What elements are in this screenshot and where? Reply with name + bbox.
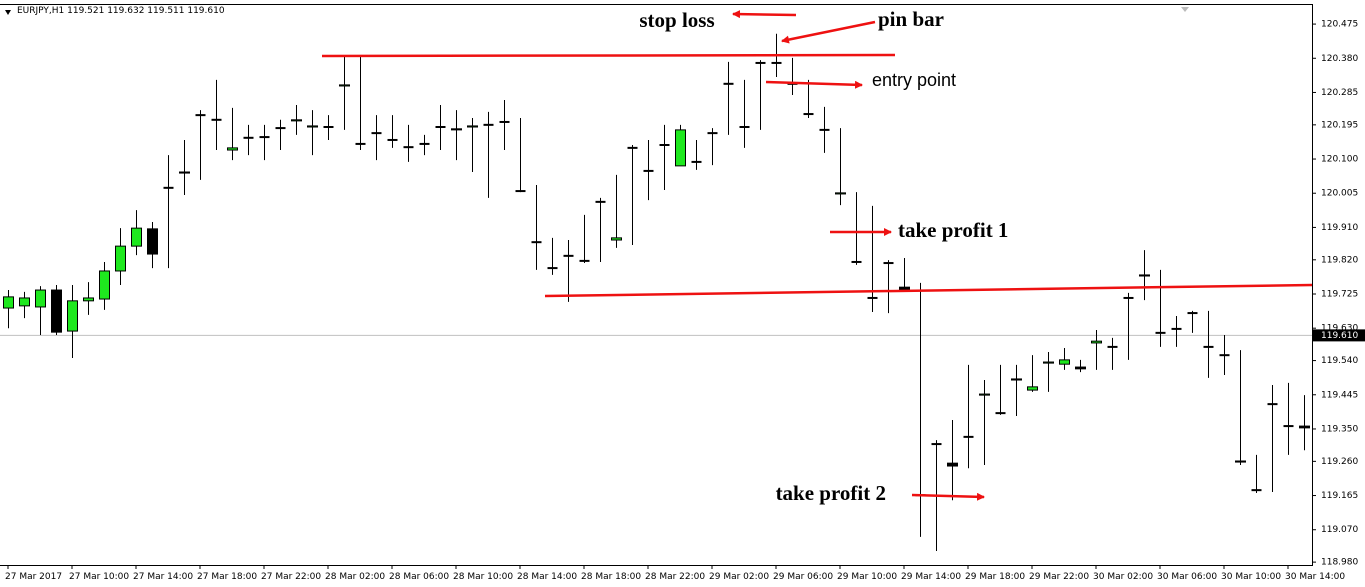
y-tick-label: 120.475 [1321,20,1358,30]
x-tick-label: 28 Mar 18:00 [581,572,641,582]
candle-body [147,228,158,255]
x-tick-label: 27 Mar 18:00 [197,572,257,582]
y-tick-label: 119.165 [1321,491,1358,501]
x-tick-label: 30 Mar 14:00 [1285,572,1345,582]
y-tick-label: 119.820 [1321,255,1358,265]
candle-body [115,245,126,272]
candle-body [675,129,686,167]
x-tick-label: 29 Mar 22:00 [1029,572,1089,582]
candle-body [67,300,78,332]
candle-body [451,128,462,131]
y-tick-label: 120.100 [1321,155,1358,165]
x-tick-label: 27 Mar 2017 [5,572,62,582]
current-price-label: 119.610 [1321,331,1358,341]
stop-loss-arrow [732,10,797,19]
y-tick-label: 119.725 [1321,289,1358,299]
y-tick-label: 120.005 [1321,189,1358,199]
support-line [544,283,1313,298]
symbol-header: EURJPY,H1 119.521 119.632 119.511 119.61… [17,6,225,16]
candle-body [1043,361,1054,364]
candle-body [1027,386,1038,391]
y-tick-label: 119.540 [1321,356,1358,366]
annotation: stop loss [639,8,714,32]
candle-body [99,270,110,300]
candle-body [947,462,958,467]
x-tick-label: 28 Mar 10:00 [453,572,513,582]
x-tick-label: 28 Mar 22:00 [645,572,705,582]
candle-body [291,119,302,122]
y-tick-label: 119.630 [1321,324,1358,334]
y-tick-label: 118.980 [1321,558,1358,568]
candle-body [1139,274,1150,277]
annotation: take profit 2 [776,481,886,505]
x-tick-label: 27 Mar 14:00 [133,572,193,582]
pin-bar-arrow [781,20,876,44]
entry-arrow [765,80,863,89]
candle-body [1235,460,1246,463]
candle-body [179,171,190,174]
x-tick-label: 29 Mar 06:00 [773,572,833,582]
x-tick-label: 27 Mar 22:00 [261,572,321,582]
x-tick-label: 28 Mar 06:00 [389,572,449,582]
x-tick-label: 27 Mar 10:00 [69,572,129,582]
annotation: pin bar [878,7,944,31]
annotation: entry point [872,70,956,90]
candle-body [1011,378,1022,381]
candle-body [51,289,62,333]
y-tick-label: 119.350 [1321,424,1358,434]
candle-body [1091,340,1102,344]
candle-body [339,84,350,87]
current-price-box [1313,329,1365,342]
chart-marks: 120.475 120.380 120.285 120.195 120.100 120.0… [0,20,1365,582]
x-tick-label: 30 Mar 10:00 [1221,572,1281,582]
candle-body [19,297,30,307]
menu-triangle[interactable] [5,10,11,15]
resistance-line [321,53,896,58]
annotations: stop loss pin bar entry point take profi… [321,7,1313,505]
annotation: take profit 1 [898,218,1008,242]
candle-body [3,296,14,309]
y-tick-label: 120.285 [1321,88,1358,98]
candle-body [611,237,622,241]
candle-body [35,289,46,308]
y-tick-label: 119.260 [1321,457,1358,467]
x-tick-label: 29 Mar 02:00 [709,572,769,582]
x-tick-label: 30 Mar 06:00 [1157,572,1217,582]
candle-body [1059,359,1070,365]
candle-body [307,125,318,128]
tp2-arrow [911,492,985,501]
candle-body [1299,425,1310,429]
y-tick-label: 119.070 [1321,525,1358,535]
x-tick-label: 28 Mar 02:00 [325,572,385,582]
y-tick-label: 119.445 [1321,390,1358,400]
y-tick-label: 119.910 [1321,223,1358,233]
x-tick-label: 29 Mar 18:00 [965,572,1025,582]
candle-body [227,147,238,151]
x-tick-label: 29 Mar 14:00 [901,572,961,582]
x-tick-label: 29 Mar 10:00 [837,572,897,582]
candle-body [1075,366,1086,370]
candle-body [83,297,94,302]
candle-body [131,227,142,247]
y-tick-label: 120.195 [1321,120,1358,130]
y-tick-label: 120.380 [1321,54,1358,64]
scroll-marker [1181,7,1189,12]
candle-body [835,192,846,195]
x-tick-label: 30 Mar 02:00 [1093,572,1153,582]
candle-body [467,125,478,128]
candle-body [979,393,990,396]
x-tick-label: 28 Mar 14:00 [517,572,577,582]
